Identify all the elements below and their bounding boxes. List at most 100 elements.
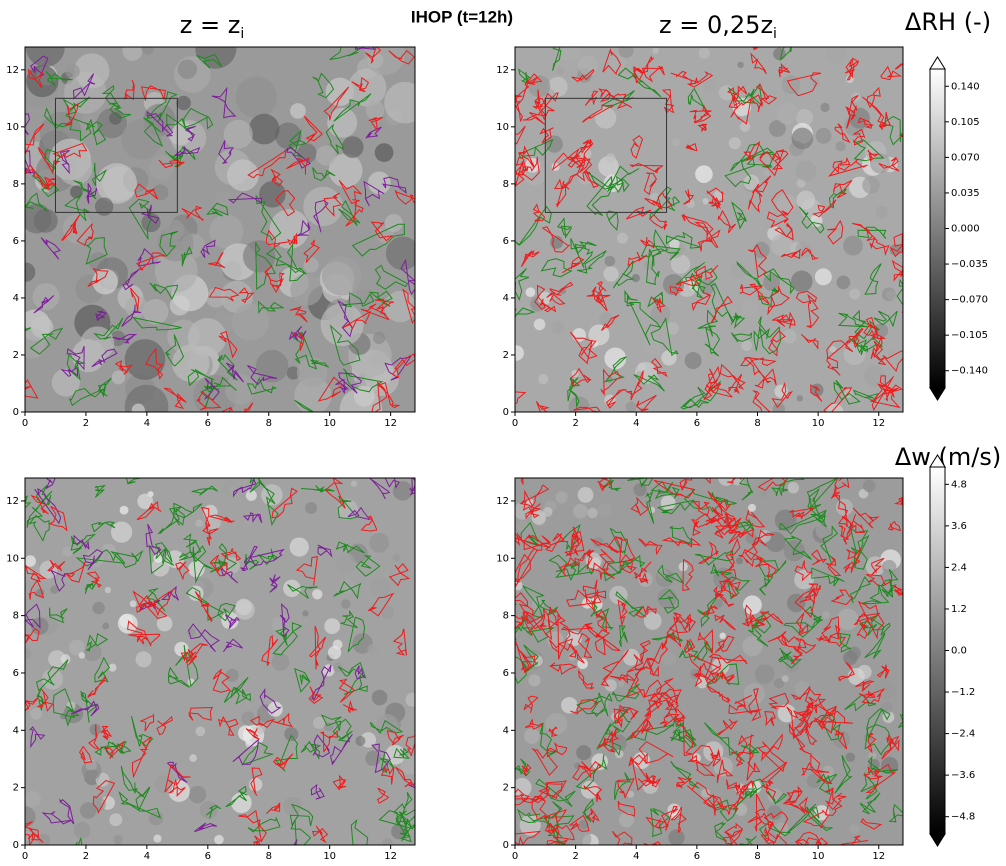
contour	[761, 782, 777, 800]
y-tick-label: 2	[503, 350, 509, 361]
contour	[726, 85, 748, 101]
texture	[587, 507, 598, 519]
contour	[586, 175, 613, 216]
contour	[138, 595, 168, 620]
column-title: z = zi	[180, 11, 244, 42]
contour	[29, 55, 49, 78]
contour	[212, 668, 231, 693]
texture	[109, 813, 123, 827]
contour	[790, 646, 803, 665]
contour	[515, 553, 532, 585]
contour	[61, 214, 81, 242]
contour	[764, 711, 776, 727]
contour	[571, 530, 585, 556]
texture	[604, 679, 617, 692]
texture	[305, 501, 318, 515]
contour	[153, 588, 174, 617]
contour	[335, 378, 349, 394]
contour	[583, 550, 593, 570]
contour	[354, 47, 377, 51]
contour	[638, 679, 663, 699]
texture	[572, 829, 592, 845]
contour	[783, 619, 822, 638]
x-tick-label: 0	[512, 418, 518, 429]
contour	[710, 283, 735, 323]
y-tick-label: 0	[503, 840, 509, 851]
texture	[392, 481, 413, 501]
contour	[183, 107, 214, 130]
contour	[861, 688, 886, 704]
contour	[881, 735, 900, 760]
contour	[837, 500, 849, 528]
texture	[666, 322, 679, 335]
texture	[776, 102, 798, 125]
contour	[748, 688, 761, 722]
contour	[626, 206, 652, 220]
texture	[365, 100, 385, 120]
contour	[95, 310, 108, 322]
contour	[630, 496, 650, 517]
contour	[295, 555, 318, 586]
texture	[825, 47, 847, 65]
contour	[738, 734, 755, 755]
x-tick-label: 10	[812, 851, 825, 862]
texture	[668, 829, 685, 845]
texture	[809, 755, 820, 766]
contour	[680, 398, 709, 410]
contour	[515, 125, 526, 146]
texture	[578, 820, 589, 830]
contour	[131, 316, 182, 331]
contour	[694, 221, 719, 248]
colorbar-tick-label: −2.4	[951, 729, 975, 740]
contour	[880, 568, 899, 599]
contour	[279, 603, 290, 638]
y-tick-label: 10	[496, 122, 509, 133]
contour	[644, 197, 663, 211]
contour	[538, 782, 563, 799]
contour	[290, 819, 312, 845]
texture	[763, 274, 780, 291]
texture	[289, 537, 309, 557]
contour	[717, 718, 739, 736]
contour	[768, 330, 786, 357]
contour	[296, 219, 311, 237]
texture	[704, 79, 717, 93]
y-tick-label: 8	[13, 179, 19, 190]
contour	[824, 556, 842, 577]
x-tick-label: 0	[22, 418, 28, 429]
contour	[548, 554, 577, 582]
contour	[638, 741, 674, 764]
contour	[804, 724, 818, 746]
texture	[631, 274, 640, 283]
contour	[65, 561, 86, 583]
contour	[567, 386, 580, 409]
contour	[43, 107, 73, 130]
contour	[657, 564, 685, 584]
texture	[231, 792, 252, 813]
texture	[371, 689, 388, 706]
contour	[332, 718, 353, 743]
texture	[290, 103, 306, 119]
contour	[92, 317, 124, 340]
contour	[865, 763, 896, 794]
texture	[784, 657, 800, 673]
contour	[795, 831, 823, 845]
contour	[860, 817, 883, 830]
texture	[618, 812, 635, 828]
contour	[738, 549, 765, 568]
contour	[637, 778, 658, 787]
contour	[778, 62, 791, 78]
contour	[355, 555, 381, 577]
contour	[228, 192, 263, 205]
contour	[726, 576, 751, 600]
contour	[609, 672, 636, 685]
contour	[97, 377, 112, 398]
texture	[284, 727, 299, 742]
texture	[794, 681, 811, 697]
contour	[852, 389, 878, 403]
contour	[702, 794, 719, 816]
contour	[208, 251, 226, 269]
contour	[539, 722, 559, 758]
contour	[821, 616, 840, 643]
x-tick-label: 6	[694, 851, 700, 862]
